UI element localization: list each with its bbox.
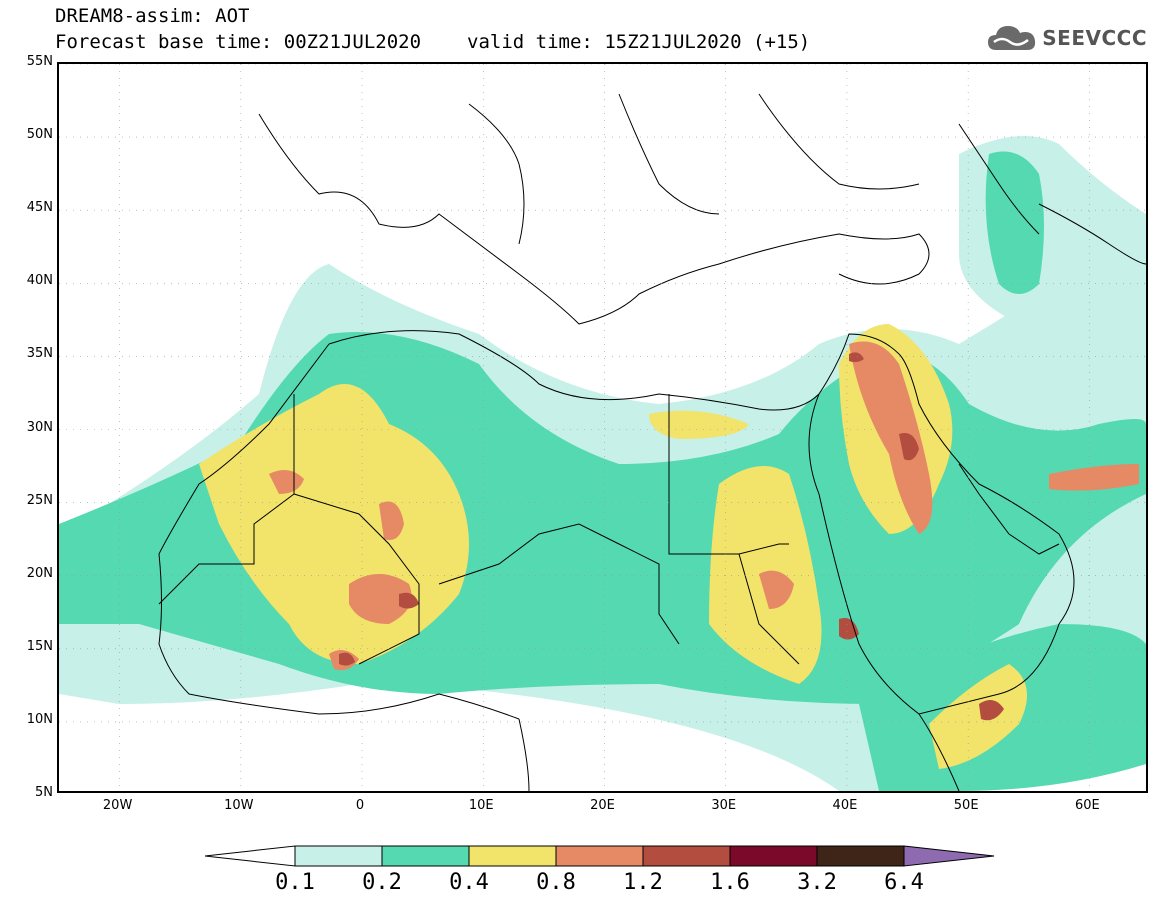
lon-label-60e: 60E — [1074, 798, 1100, 813]
map-title: DREAM8-assim: AOT — [55, 5, 250, 27]
lat-label-20n: 20N — [26, 565, 53, 581]
colorbar-label: 1.6 — [710, 870, 750, 895]
lat-label-15n: 15N — [26, 638, 53, 654]
aot-contour-1.2 — [339, 352, 1004, 721]
coastlines-and-borders — [158, 93, 1146, 791]
colorbar-label: 6.4 — [884, 870, 924, 895]
cloud-logo-icon — [988, 26, 1036, 50]
lon-label-30e: 30E — [711, 798, 737, 813]
lat-label-5n: 5N — [35, 785, 53, 800]
lon-label-20w: 20W — [102, 798, 133, 813]
map-area — [57, 62, 1148, 793]
logo-text: SEEVCCC — [1042, 26, 1147, 50]
lon-label-20e: 20E — [590, 798, 615, 813]
lon-label-10e: 10E — [468, 798, 494, 813]
lat-label-45n: 45N — [26, 200, 53, 216]
lat-label-10n: 10N — [26, 711, 53, 727]
lat-label-25n: 25N — [26, 492, 53, 508]
colorbar — [205, 845, 995, 867]
seevccc-logo: SEEVCCC — [986, 22, 1147, 54]
colorbar-label: 1.2 — [623, 870, 663, 895]
colorbar-segment — [468, 845, 557, 867]
lon-label-40e: 40E — [832, 798, 858, 813]
colorbar-min-triangle — [205, 845, 296, 867]
colorbar-label: 0.8 — [536, 870, 576, 895]
lat-label-50n: 50N — [26, 127, 53, 143]
colorbar-segment — [555, 845, 644, 867]
colorbar-segment — [381, 845, 470, 867]
base-time: Forecast base time: 00Z21JUL2020 — [55, 31, 422, 53]
lat-lon-grid — [59, 64, 1146, 791]
colorbar-label: 3.2 — [797, 870, 837, 895]
colorbar-segment — [642, 845, 731, 867]
colorbar-segment — [729, 845, 818, 867]
colorbar-segment — [816, 845, 905, 867]
lon-label-50e: 50E — [953, 798, 979, 813]
colorbar-label: 0.4 — [449, 870, 489, 895]
aot-map — [59, 64, 1146, 791]
lat-label-40n: 40N — [26, 273, 53, 289]
colorbar-max-triangle — [903, 845, 995, 867]
colorbar-label: 0.2 — [362, 870, 402, 895]
aot-contour-0.8 — [269, 341, 1139, 671]
colorbar-segment — [294, 845, 383, 867]
lat-label-30n: 30N — [26, 419, 53, 435]
valid-time: valid time: 15Z21JUL2020 (+15) — [467, 31, 811, 53]
colorbar-label: 0.1 — [275, 870, 315, 895]
lat-label-55n: 55N — [26, 54, 53, 69]
lon-label-10w: 10W — [224, 798, 254, 813]
lon-label-0: 0 — [355, 798, 365, 813]
lat-label-35n: 35N — [26, 346, 53, 362]
forecast-time-line: Forecast base time: 00Z21JUL2020 valid ti… — [55, 32, 810, 52]
